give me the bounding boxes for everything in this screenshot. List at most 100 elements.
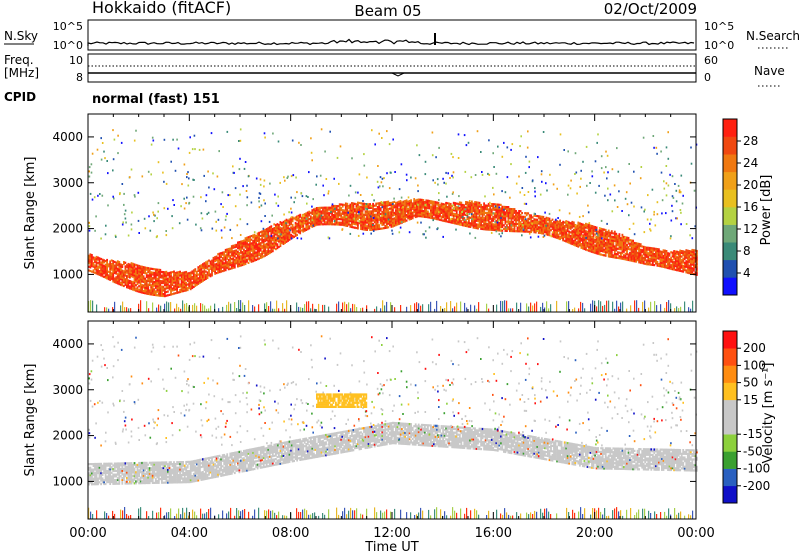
power-cell <box>455 213 458 216</box>
power-cell <box>480 203 482 207</box>
power-cell <box>416 204 419 207</box>
power-cell <box>309 211 312 214</box>
power-cell <box>378 215 381 218</box>
power-cell <box>381 212 384 215</box>
power-cell <box>580 222 583 226</box>
power-cell <box>648 248 651 251</box>
power-cell <box>600 227 602 230</box>
power-cell <box>113 281 116 284</box>
power-cell <box>419 200 422 203</box>
power-cell <box>165 294 168 297</box>
power-cell <box>276 228 279 231</box>
power-cell <box>518 217 520 220</box>
power-cell <box>308 214 311 217</box>
power-cell <box>270 238 273 241</box>
power-cell <box>474 221 476 224</box>
power-cell <box>569 187 572 190</box>
power-cell <box>235 243 238 246</box>
power-cell <box>360 209 362 212</box>
power-cell <box>354 208 356 211</box>
power-cell <box>390 203 393 206</box>
power-cell <box>671 262 674 265</box>
power-cell <box>162 280 165 283</box>
power-cell <box>367 227 370 230</box>
power-cell <box>164 280 166 283</box>
power-cell <box>144 227 147 230</box>
power-cell <box>674 250 677 253</box>
power-cell <box>452 212 455 215</box>
power-cell <box>147 278 150 281</box>
power-cell <box>427 201 429 204</box>
power-cell <box>530 216 533 219</box>
power-cell <box>361 220 364 223</box>
power-cell <box>536 222 539 225</box>
power-cell <box>291 227 294 230</box>
power-cell <box>218 150 220 153</box>
power-cell <box>465 210 467 213</box>
power-cell <box>472 204 475 207</box>
power-cell <box>192 285 195 288</box>
power-cell <box>443 207 446 210</box>
nsky-tick-bottom: 10^0 <box>53 39 83 52</box>
power-cell <box>569 242 572 245</box>
power-cell <box>471 218 473 221</box>
power-cell <box>682 268 685 271</box>
power-cell <box>589 239 592 242</box>
power-cell <box>103 150 105 153</box>
power-cell <box>91 254 93 257</box>
power-cell <box>317 217 320 221</box>
power-cell <box>630 241 633 244</box>
power-cell <box>127 273 130 277</box>
power-cell <box>357 225 359 228</box>
power-cell <box>661 258 663 261</box>
power-cell <box>490 217 493 220</box>
power-cell <box>345 216 347 218</box>
power-cell <box>469 222 472 225</box>
power-cell <box>174 271 177 275</box>
power-cell <box>652 135 655 137</box>
power-cell <box>580 169 582 172</box>
power-cell <box>689 259 692 262</box>
power-cell <box>466 210 469 213</box>
power-cell <box>183 289 186 292</box>
power-cell <box>582 243 584 246</box>
power-cell <box>433 213 435 216</box>
power-cell <box>379 218 382 221</box>
power-cell <box>664 249 666 252</box>
power-cell <box>168 273 171 276</box>
power-cell <box>680 259 683 262</box>
power-cell <box>401 210 403 213</box>
power-cell <box>585 246 587 249</box>
power-cell <box>344 202 347 205</box>
power-cell <box>285 240 288 243</box>
power-cell <box>507 209 510 212</box>
power-cell <box>525 212 528 215</box>
power-cell <box>563 221 566 224</box>
power-cell <box>299 224 302 227</box>
power-cell <box>224 218 227 221</box>
power-cell <box>243 167 246 170</box>
power-cell <box>384 206 387 209</box>
power-cell <box>455 219 458 222</box>
power-cell <box>609 248 612 251</box>
power-cell <box>110 263 113 266</box>
power-cell <box>463 218 466 221</box>
power-cell <box>375 222 378 225</box>
power-cell <box>679 255 682 258</box>
power-cell <box>591 225 593 228</box>
power-cell <box>113 277 116 280</box>
power-cell <box>227 255 230 258</box>
power-cell <box>381 218 384 221</box>
power-cell <box>281 231 283 234</box>
power-cell <box>224 269 227 272</box>
power-cell <box>116 269 119 272</box>
power-cell <box>370 221 373 224</box>
power-cell <box>278 238 280 241</box>
power-cell <box>509 229 511 233</box>
power-cell <box>498 222 501 225</box>
power-cell <box>171 287 174 290</box>
power-cell <box>606 177 608 180</box>
power-cell <box>306 202 308 205</box>
power-cell <box>685 265 688 268</box>
power-cell <box>265 239 268 242</box>
